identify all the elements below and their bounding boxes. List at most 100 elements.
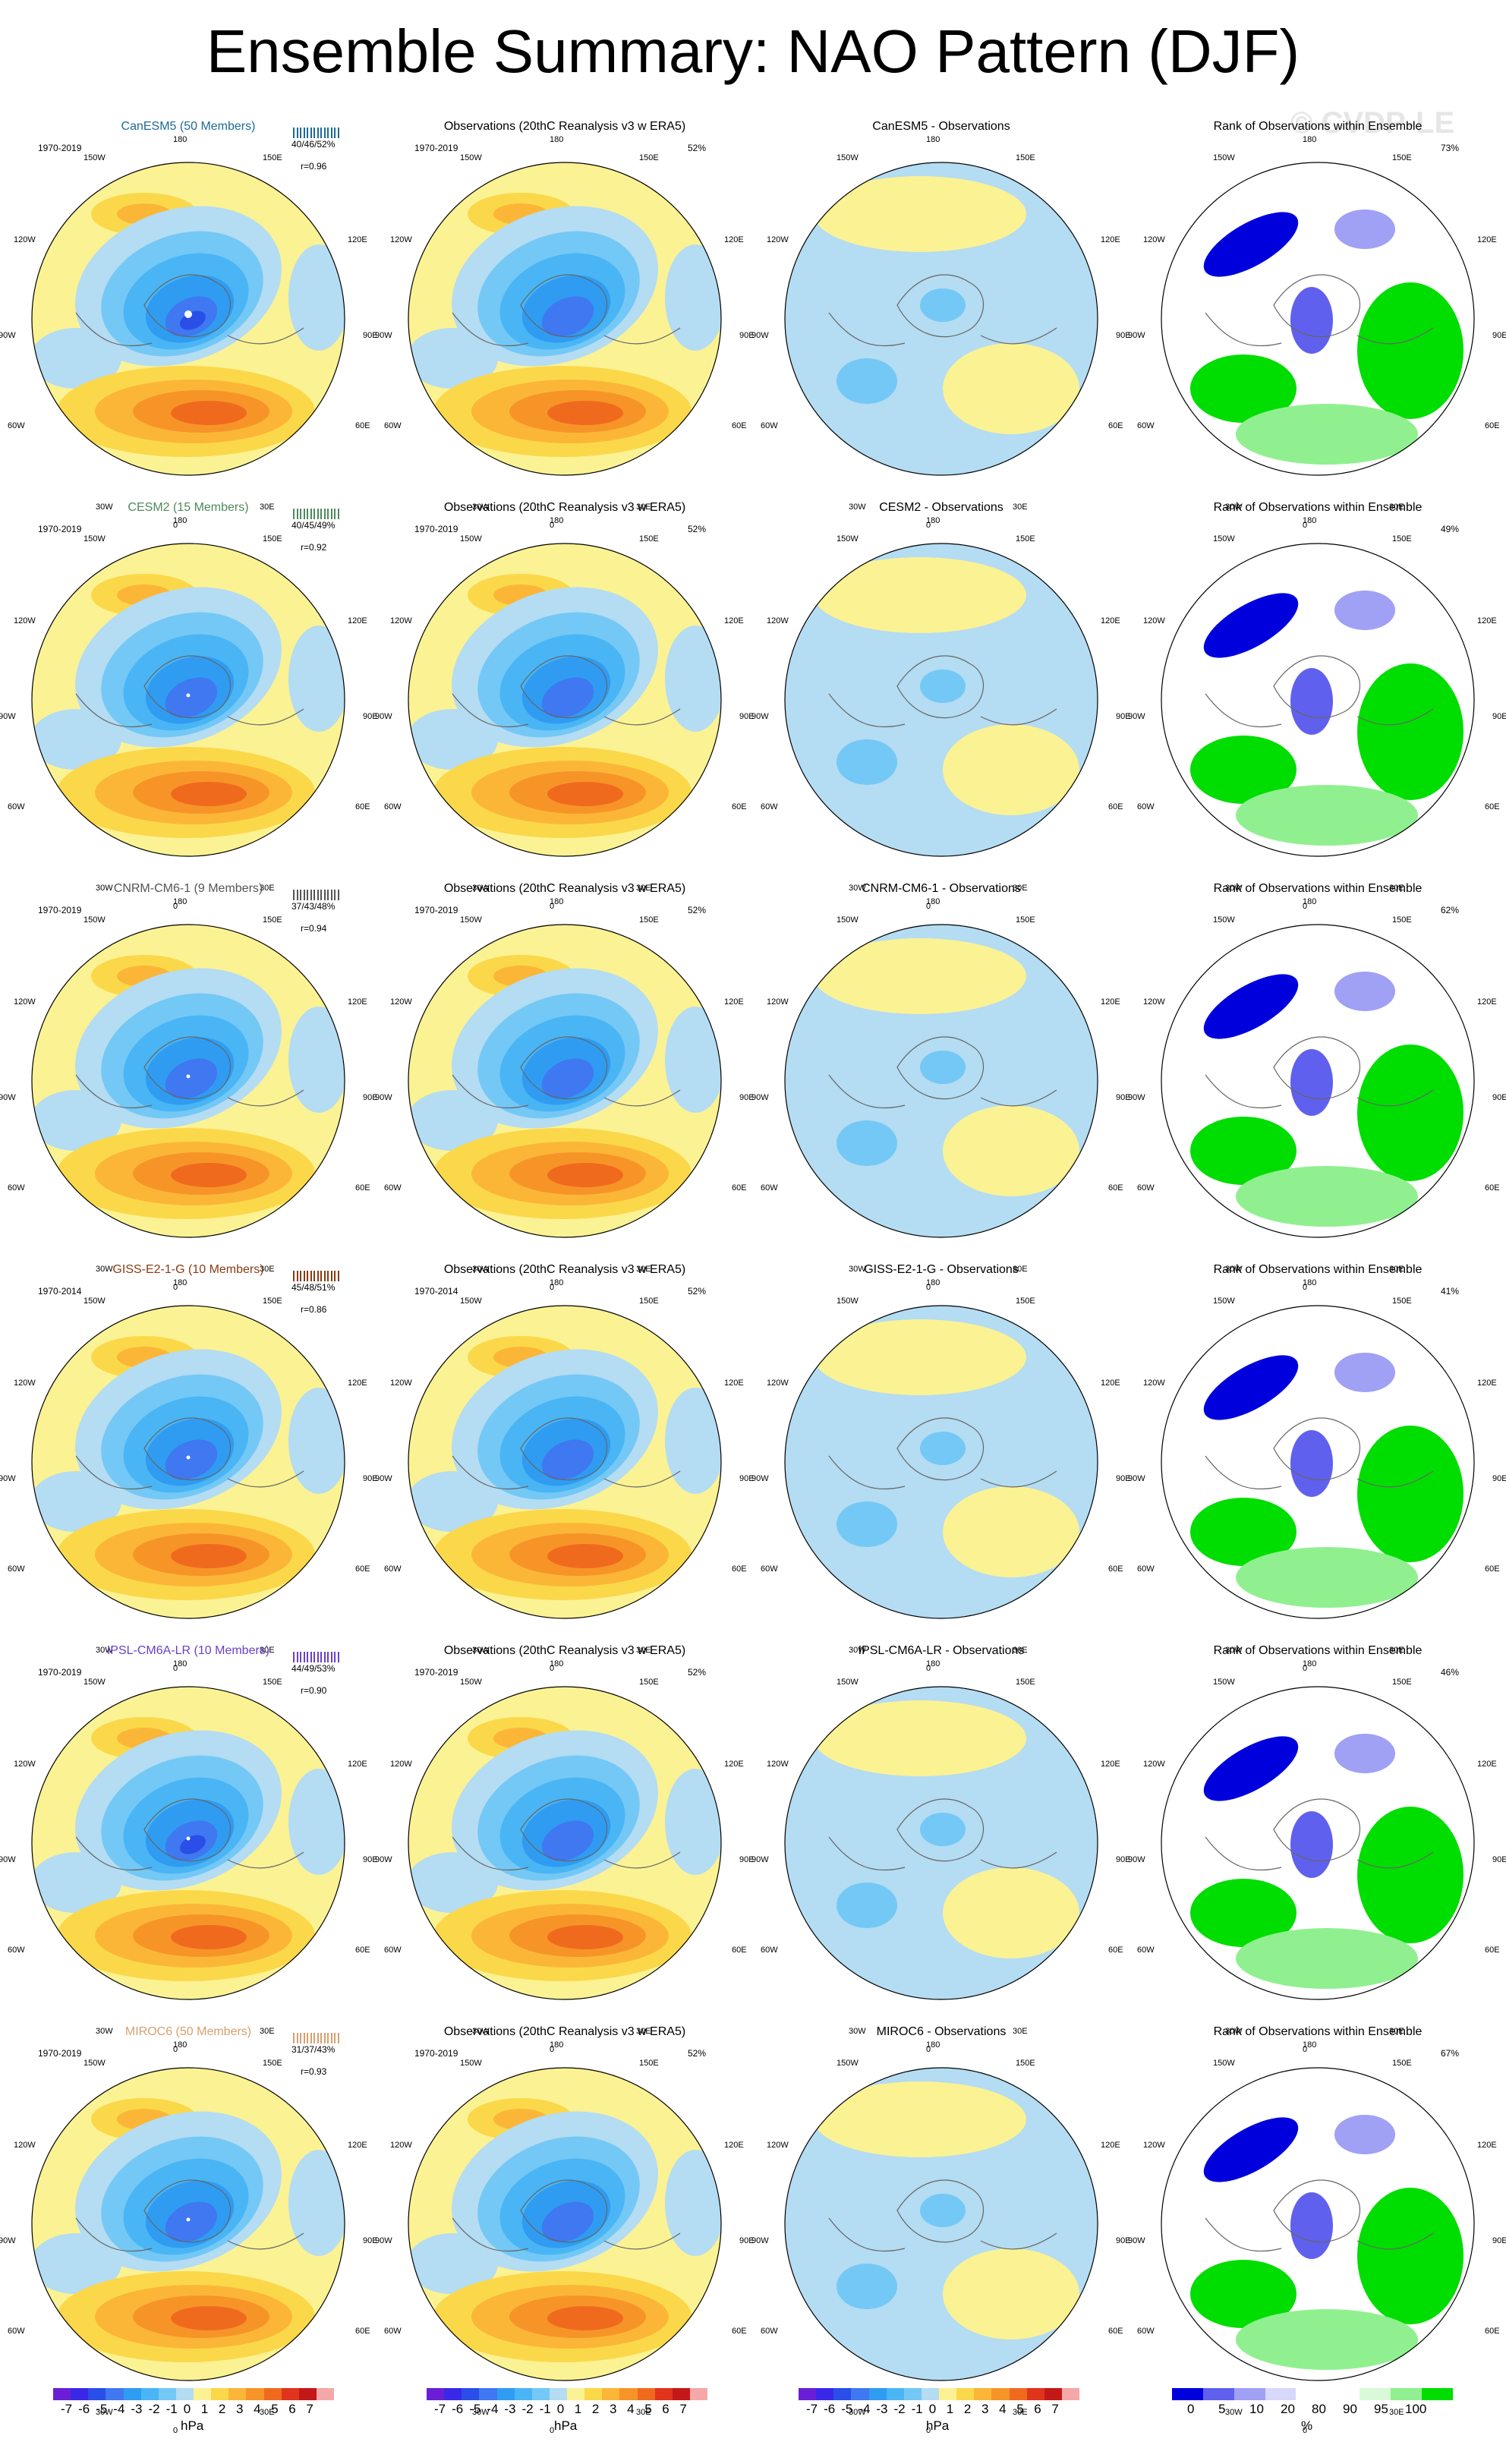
coastline [75,1455,304,1490]
coastline [75,1074,304,1109]
obs-map [408,2067,722,2381]
map-boundary [408,543,722,857]
longitude-label: 150E [1016,1297,1035,1306]
colorbar-tick: -1 [911,2402,923,2416]
colorbar-swatch [974,2388,992,2400]
coastline [452,2217,681,2252]
colorbar-swatch [194,2388,212,2400]
rank-percent: 46% [1440,1667,1459,1678]
member-tick [313,1652,315,1662]
longitude-label: 150W [83,534,106,544]
rank-title: Rank of Observations within Ensemble [1213,2025,1423,2038]
positive-anomaly [171,1544,247,1568]
period-label: 1970-2019 [38,143,82,153]
low-rank-region [1203,974,1299,1039]
obs-panel: Observations (20thC Reanalysis v3 w ERA5… [375,489,755,911]
member-tick [317,890,319,900]
longitude-label: 150E [1016,153,1035,162]
longitude-label: 120E [1477,2141,1497,2150]
high-rank-region [1236,785,1418,846]
map-boundary [408,2067,722,2381]
map-boundary [784,1305,1098,1619]
rank-title: Rank of Observations within Ensemble [1213,120,1423,133]
diff-map [784,924,1098,1238]
diff-map [784,1686,1098,2000]
longitude-label: 30W [472,1646,490,1655]
longitude-label: 90W [375,331,392,340]
longitude-label: 120W [14,235,36,244]
longitude-label: 90E [363,712,378,721]
high-rank-region [1190,2260,1296,2328]
positive-anomaly [943,1105,1079,1196]
map-boundary [408,1305,722,1619]
colorbar-swatch [1234,2388,1266,2400]
coastline [896,2179,985,2243]
colorbar-swatch [851,2388,869,2400]
negative-anomaly [288,1769,345,1875]
longitude-label: 30W [849,503,866,512]
longitude-label: 30E [260,2027,275,2036]
member-tick [293,2033,295,2043]
longitude-label: 180 [173,1278,187,1287]
obs-panel: Observations (20thC Reanalysis v3 w ERA5… [375,108,755,530]
low-rank-region [1290,1430,1333,1497]
longitude-label: 90W [1128,1474,1145,1483]
low-rank-region [1203,1355,1299,1420]
model-map [31,543,345,857]
rank-percent: 41% [1440,1286,1459,1297]
map-boundary [784,1686,1098,2000]
longitude-label: 150W [1213,534,1235,544]
longitude-label: 0 [1303,1664,1308,1673]
colorbar-tick: 1 [574,2402,582,2416]
pole-marker [186,2217,191,2222]
longitude-label: 60W [761,1183,778,1193]
longitude-label: 60E [355,1946,370,1955]
member-tick [334,1652,336,1662]
map-boundary [784,2067,1098,2381]
member-tick [323,128,326,138]
colorbar-tick: 2 [963,2402,972,2416]
low-rank-region [1290,668,1333,735]
negative-anomaly [836,2264,897,2309]
colorbar-swatch [1026,2388,1044,2400]
rank-panel: Rank of Observations within Ensemble 41% 1… [1128,1251,1506,1673]
colorbar-swatch [444,2388,462,2400]
coastline [896,1798,985,1862]
longitude-label: 0 [1303,2045,1308,2054]
member-tick [300,509,301,519]
period-label: 1970-2019 [414,524,458,534]
diff-map [784,1305,1098,1619]
longitude-label: 90W [1128,331,1145,340]
colorbar-tick: -3 [504,2402,516,2416]
diff-map [784,543,1098,857]
colorbar-swatch [175,2388,194,2400]
coastline [452,1074,681,1109]
positive-anomaly [943,2248,1079,2340]
longitude-label: 120W [390,2141,412,2150]
negative-anomaly [180,1835,206,1854]
coastline [828,1836,1057,1871]
longitude-label: 90E [1116,1855,1131,1864]
colorbar-swatch [71,2388,89,2400]
colorbar-tick: 3 [981,2402,989,2416]
member-tick [303,509,305,519]
colorbar-tick: 6 [288,2402,296,2416]
longitude-label: 60W [8,1946,25,1955]
obs-map [408,162,722,476]
longitude-label: 150E [263,1297,282,1306]
coastline [520,274,608,338]
member-tick [330,509,332,519]
longitude-label: 60E [1485,421,1500,430]
longitude-label: 90W [751,2236,769,2245]
colorbar-unit: hPa [926,2418,950,2433]
negative-anomaly [541,2201,594,2242]
longitude-label: 150E [263,915,282,925]
colorbar-tick: -6 [452,2402,464,2416]
longitude-label: 180 [1303,1659,1317,1668]
longitude-label: 120E [1101,997,1120,1007]
colorbar-swatch [886,2388,904,2400]
longitude-label: 30W [96,884,113,893]
longitude-label: 60W [1137,2327,1155,2336]
colorbar-swatch [637,2388,655,2400]
colorbar-swatch [1009,2388,1027,2400]
